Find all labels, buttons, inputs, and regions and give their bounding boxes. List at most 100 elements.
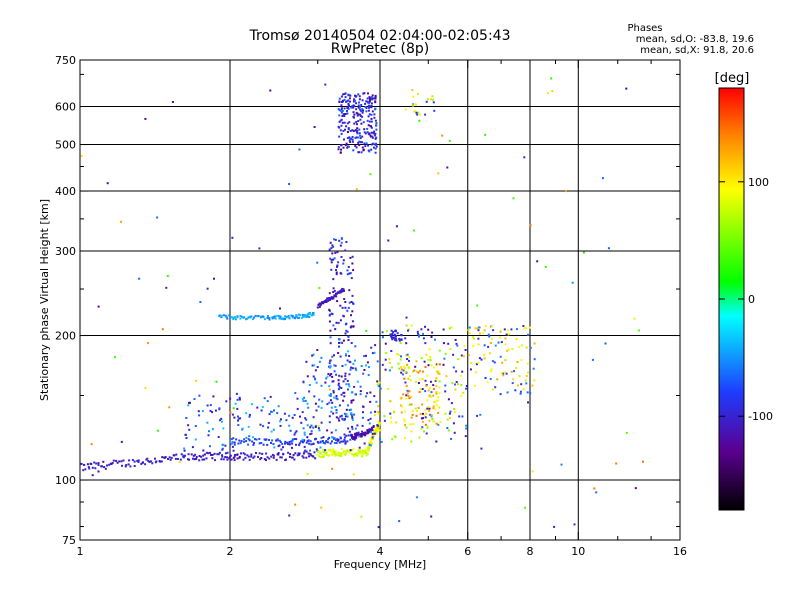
- echo-point: [259, 458, 262, 461]
- echo-point: [338, 135, 341, 138]
- echo-point: [342, 130, 345, 132]
- echo-point: [156, 216, 159, 219]
- echo-point: [347, 99, 350, 102]
- echo-point: [327, 449, 330, 452]
- echo-point: [325, 440, 328, 442]
- echo-point: [445, 375, 448, 378]
- echo-point: [328, 362, 331, 365]
- echo-point: [510, 328, 513, 331]
- echo-point: [226, 458, 229, 461]
- echo-point: [234, 316, 237, 319]
- echo-point: [328, 415, 331, 418]
- echo-point: [412, 370, 415, 373]
- echo-point: [291, 438, 294, 441]
- echo-point: [331, 252, 334, 255]
- echo-point: [213, 452, 216, 455]
- echo-point: [330, 406, 333, 409]
- echo-point: [353, 436, 356, 439]
- echo-point: [344, 128, 346, 131]
- echo-point: [360, 433, 363, 435]
- echo-point: [511, 382, 514, 385]
- echo-point: [224, 444, 227, 447]
- echo-point: [423, 430, 425, 433]
- echo-point: [334, 238, 337, 241]
- echo-point: [307, 452, 310, 455]
- echo-point: [295, 443, 297, 446]
- echo-point: [318, 302, 321, 305]
- echo-point: [419, 113, 422, 116]
- echo-point: [345, 322, 348, 325]
- echo-point: [309, 313, 311, 316]
- echo-point: [424, 409, 427, 412]
- echo-point: [226, 451, 229, 454]
- echo-point: [343, 107, 346, 110]
- echo-point: [307, 312, 310, 315]
- echo-point: [306, 436, 309, 439]
- echo-point: [430, 391, 433, 394]
- echo-point: [147, 460, 150, 462]
- echo-point: [335, 395, 338, 397]
- echo-point: [348, 409, 351, 412]
- echo-point: [222, 314, 225, 317]
- echo-point: [306, 402, 309, 405]
- echo-point: [371, 436, 374, 439]
- echo-point: [355, 111, 358, 114]
- echo-point: [331, 454, 334, 457]
- echo-point: [373, 395, 376, 398]
- echo-point: [266, 400, 269, 403]
- echo-point: [125, 464, 128, 466]
- echo-point: [315, 453, 318, 456]
- echo-point: [336, 264, 339, 267]
- echo-point: [408, 390, 411, 393]
- echo-point: [276, 412, 279, 415]
- echo-point: [243, 316, 246, 319]
- echo-point: [407, 377, 410, 380]
- echo-point: [458, 415, 461, 418]
- echo-point: [308, 315, 311, 318]
- echo-point: [544, 265, 547, 268]
- echo-point: [333, 354, 335, 357]
- echo-point: [103, 466, 106, 468]
- echo-point: [111, 462, 114, 464]
- echo-point: [512, 378, 515, 381]
- echo-point: [343, 433, 346, 436]
- echo-point: [197, 410, 200, 413]
- echo-point: [263, 397, 266, 400]
- echo-point: [473, 337, 475, 340]
- echo-point: [260, 409, 263, 412]
- echo-point: [352, 111, 355, 114]
- echo-point: [449, 416, 452, 419]
- echo-point: [258, 247, 261, 250]
- echo-point: [361, 135, 364, 138]
- echo-point: [179, 458, 182, 461]
- echo-point: [338, 385, 341, 388]
- echo-point: [273, 315, 276, 318]
- echo-point: [336, 439, 339, 442]
- echo-point: [397, 354, 400, 357]
- echo-point: [368, 441, 371, 444]
- echo-point: [362, 149, 365, 152]
- echo-point: [429, 380, 432, 383]
- echo-point: [298, 316, 301, 319]
- echo-point: [348, 136, 351, 139]
- echo-point: [133, 460, 136, 463]
- echo-point: [315, 409, 318, 412]
- echo-point: [293, 438, 296, 440]
- echo-point: [188, 401, 190, 404]
- echo-point: [346, 137, 349, 139]
- echo-point: [374, 151, 377, 154]
- echo-point: [499, 336, 502, 339]
- echo-point: [408, 356, 411, 359]
- echo-point: [432, 394, 435, 397]
- echo-point: [281, 442, 284, 445]
- echo-point: [356, 434, 359, 437]
- echo-point: [365, 142, 368, 145]
- echo-point: [411, 104, 414, 107]
- echo-point: [385, 352, 388, 354]
- echo-point: [294, 317, 296, 320]
- echo-point: [359, 113, 361, 116]
- echo-point: [357, 113, 360, 116]
- echo-point: [394, 330, 397, 332]
- echo-point: [443, 357, 446, 360]
- echo-point: [268, 318, 271, 321]
